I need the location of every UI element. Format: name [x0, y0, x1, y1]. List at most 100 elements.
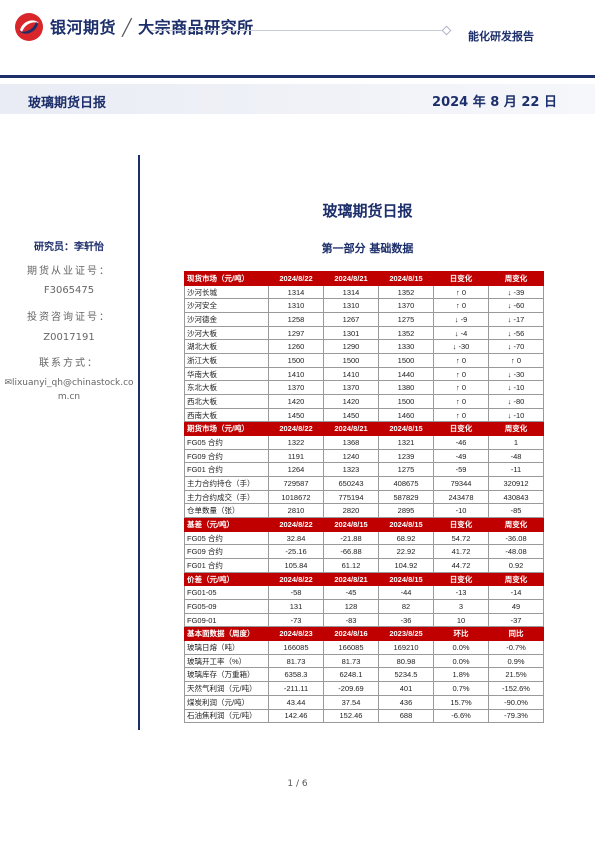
- data-cell: ↓ -30: [433, 339, 489, 355]
- header-cell: 2023/8/25: [378, 626, 434, 642]
- title-band: [0, 84, 595, 114]
- data-cell: 61.12: [323, 558, 379, 573]
- data-cell: 1370: [378, 298, 434, 314]
- data-cell: 1322: [268, 435, 324, 450]
- header-cell: 2024/8/21: [323, 271, 379, 286]
- row-label: 沙河德金: [184, 312, 269, 327]
- data-cell: 10: [433, 612, 489, 628]
- license-number: F3065475: [43, 285, 95, 296]
- data-cell: 105.84: [268, 558, 324, 573]
- row-label: FG05 合约: [184, 435, 269, 450]
- data-cell: 1314: [268, 284, 324, 300]
- data-cell: 1301: [323, 325, 379, 341]
- row-label: 煤炭利润（元/吨）: [184, 694, 269, 710]
- table-row: 玻璃开工率（%） 81.73 81.73 80.98 0.0% 0.9%: [184, 653, 544, 669]
- table-row: 天然气利润（元/吨） -211.11 -209.69 401 0.7% -152.6%: [184, 681, 544, 696]
- table-row: 沙河大板 1297 1301 1352 ↓ -4 ↓ -56: [184, 325, 544, 341]
- galaxy-logo-icon: [15, 13, 43, 41]
- data-cell: 1410: [323, 366, 379, 382]
- data-cell: 68.92: [378, 530, 434, 546]
- data-cell: -14: [488, 585, 544, 601]
- table-row: 西南大板 1450 1450 1460 ↑ 0 ↓ -10: [184, 407, 544, 423]
- header-cell: 环比: [433, 626, 489, 642]
- data-cell: 169210: [378, 640, 434, 655]
- data-cell: 32.84: [268, 530, 324, 546]
- header-cell: 基差（元/吨）: [184, 517, 269, 532]
- data-cell: 1.8%: [433, 667, 489, 683]
- row-label: 湖北大板: [184, 339, 269, 355]
- header-cell: 期货市场（元/吨）: [184, 421, 269, 437]
- data-cell: -21.88: [323, 530, 379, 546]
- brand-name: 银河期货 ╱ 大宗商品研究所: [50, 14, 254, 38]
- data-cell: 1321: [378, 435, 434, 450]
- data-cell: 49: [488, 599, 544, 614]
- data-cell: 1: [488, 435, 544, 450]
- data-cell: 1239: [378, 448, 434, 464]
- data-cell: 587829: [378, 489, 434, 505]
- row-label: 西南大板: [184, 407, 269, 423]
- data-cell: 6358.3: [268, 667, 324, 683]
- table-row: FG01-05 -58 -45 -44 -13 -14: [184, 585, 544, 601]
- data-cell: 1370: [323, 380, 379, 396]
- table-row: 主力合约成交（手） 1018672 775194 587829 243478 430843: [184, 489, 544, 505]
- table-row: 沙河德金 1258 1267 1275 ↓ -9 ↓ -17: [184, 312, 544, 327]
- table-row: FG01 合约 105.84 61.12 104.92 44.72 0.92: [184, 558, 544, 573]
- email-line-1: lixuanyi_qh@chinastock.co: [11, 378, 134, 388]
- data-cell: 408675: [378, 476, 434, 491]
- data-cell: ↓ -30: [488, 366, 544, 382]
- contact-label: 联系方式：: [39, 358, 99, 369]
- data-cell: ↑ 0: [433, 407, 489, 423]
- data-cell: 0.92: [488, 558, 544, 573]
- header-cell: 2024/8/21: [323, 421, 379, 437]
- data-cell: ↓ -10: [488, 380, 544, 396]
- data-cell: 430843: [488, 489, 544, 505]
- header-cell: 周变化: [488, 421, 544, 437]
- header-cell: 日变化: [433, 271, 489, 286]
- data-cell: 1323: [323, 462, 379, 478]
- page-number: 1 / 6: [287, 779, 308, 789]
- header-cell: 基本面数据（周度）: [184, 626, 269, 642]
- data-cell: ↑ 0: [488, 353, 544, 368]
- basic-data-table: 现货市场（元/吨） 2024/8/22 2024/8/21 2024/8/15 日变化周…: [184, 271, 544, 724]
- header-cell: 2024/8/22: [268, 571, 324, 587]
- data-cell: 1258: [268, 312, 324, 327]
- header-cell: 2024/8/22: [268, 517, 324, 532]
- data-cell: 1410: [268, 366, 324, 382]
- row-label: 东北大板: [184, 380, 269, 396]
- table-section-header: 期货市场（元/吨） 2024/8/22 2024/8/21 2024/8/15 日变化周…: [184, 421, 544, 437]
- row-label: FG05 合约: [184, 530, 269, 546]
- data-cell: -85: [488, 503, 544, 519]
- data-cell: 1420: [268, 394, 324, 409]
- row-label: 玻璃日熔（吨）: [184, 640, 269, 655]
- data-cell: 166085: [323, 640, 379, 655]
- data-cell: 131: [268, 599, 324, 614]
- data-cell: ↓ -39: [488, 284, 544, 300]
- data-cell: 54.72: [433, 530, 489, 546]
- data-cell: 1370: [268, 380, 324, 396]
- data-cell: ↑ 0: [433, 366, 489, 382]
- header-cell: 2024/8/21: [323, 571, 379, 587]
- data-cell: 1310: [268, 298, 324, 314]
- row-label: FG01-05: [184, 585, 269, 601]
- brand-left: 银河期货: [50, 18, 117, 37]
- table-row: 主力合约持仓（手） 729587 650243 408675 79344 320912: [184, 476, 544, 491]
- contact-email[interactable]: ✉lixuanyi_qh@chinastock.co m.cn: [0, 376, 138, 404]
- data-cell: 21.5%: [488, 667, 544, 683]
- data-cell: -0.7%: [488, 640, 544, 655]
- row-label: 仓单数量（张）: [184, 503, 269, 519]
- data-cell: 1500: [378, 353, 434, 368]
- data-cell: -25.16: [268, 544, 324, 560]
- data-cell: 1450: [268, 407, 324, 423]
- data-cell: 22.92: [378, 544, 434, 560]
- license-label: 期货从业证号：: [27, 266, 111, 277]
- advisory-label: 投资咨询证号：: [27, 312, 111, 323]
- brand-separator: ╱: [122, 18, 133, 37]
- data-cell: -152.6%: [488, 681, 544, 696]
- table-row: 东北大板 1370 1370 1380 ↑ 0 ↓ -10: [184, 380, 544, 396]
- header-cell: 2024/8/15: [378, 571, 434, 587]
- header-cell: 日变化: [433, 421, 489, 437]
- data-cell: 1018672: [268, 489, 324, 505]
- data-cell: 43.44: [268, 694, 324, 710]
- table-row: 仓单数量（张） 2810 2820 2895 -10 -85: [184, 503, 544, 519]
- data-cell: -211.11: [268, 681, 324, 696]
